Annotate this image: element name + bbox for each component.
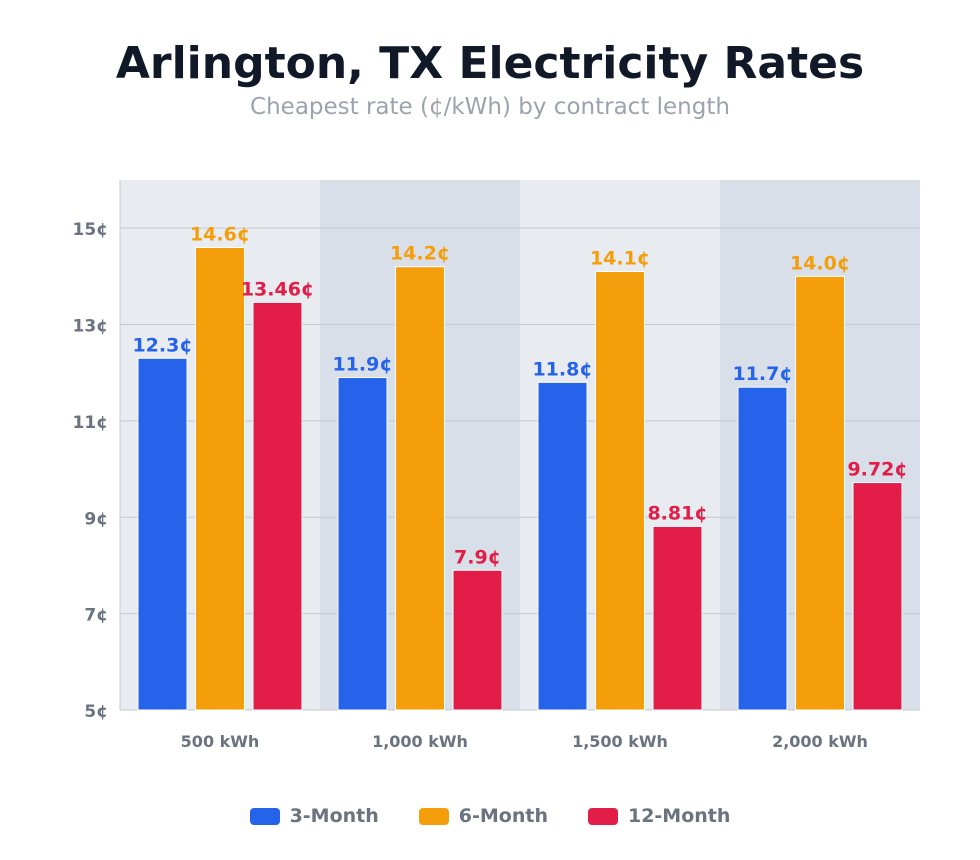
bar-12-month: [652, 525, 703, 711]
data-label: 12.3¢: [132, 334, 192, 356]
y-tick-label: 5¢: [84, 702, 108, 722]
x-tick-label: 1,500 kWh: [572, 732, 668, 751]
y-tick-label: 9¢: [84, 509, 108, 529]
legend-label: 12-Month: [627, 805, 731, 827]
bar-6-month: [795, 275, 845, 711]
data-label: 14.2¢: [390, 243, 450, 265]
legend-swatch: [418, 807, 449, 825]
x-tick-label: 1,000 kWh: [372, 732, 468, 751]
bar-6-month: [195, 246, 245, 711]
bar-12-month: [252, 301, 303, 711]
y-tick-label: 15¢: [73, 220, 109, 240]
data-label: 9.72¢: [847, 459, 907, 481]
bar-12-month: [852, 482, 903, 711]
data-label: 14.1¢: [590, 248, 650, 270]
x-tick-label: 2,000 kWh: [772, 732, 868, 751]
bar-3-month: [137, 357, 188, 711]
legend-item: 6-Month: [418, 805, 548, 827]
legend-label: 3-Month: [289, 805, 379, 827]
data-label: 8.81¢: [647, 502, 707, 524]
data-label: 11.8¢: [532, 358, 592, 380]
data-label: 7.9¢: [454, 546, 501, 568]
legend: 3-Month 6-Month 12-Month: [0, 805, 980, 827]
legend-swatch: [249, 807, 280, 825]
chart-title: Arlington, TX Electricity Rates: [115, 38, 865, 89]
data-label: 13.46¢: [241, 278, 314, 300]
y-tick-label: 13¢: [73, 317, 109, 337]
data-label: 11.7¢: [732, 363, 792, 385]
chart-subtitle: Cheapest rate (¢/kWh) by contract length: [250, 94, 730, 120]
bar-12-month: [452, 569, 503, 711]
legend-label: 6-Month: [458, 805, 548, 827]
bar-6-month: [595, 271, 645, 711]
bar-3-month: [537, 381, 588, 711]
bar-3-month: [337, 377, 388, 711]
bar-6-month: [395, 266, 445, 711]
bar-3-month: [737, 386, 788, 711]
legend-swatch: [587, 807, 618, 825]
data-label: 11.9¢: [332, 354, 392, 376]
y-tick-label: 11¢: [73, 413, 109, 433]
legend-item: 3-Month: [249, 805, 379, 827]
legend-item: 12-Month: [587, 805, 731, 827]
x-tick-label: 500 kWh: [181, 732, 260, 751]
data-label: 14.6¢: [190, 223, 250, 245]
data-label: 14.0¢: [790, 252, 850, 274]
y-tick-label: 7¢: [84, 606, 108, 626]
